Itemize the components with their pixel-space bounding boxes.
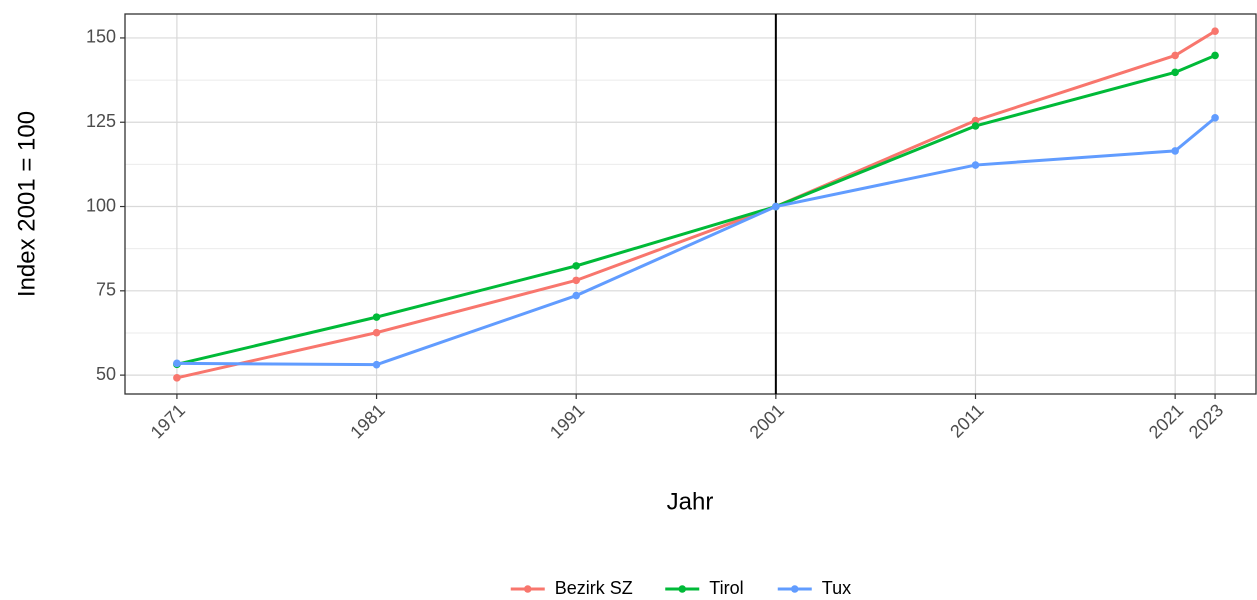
series-line [176,29,1216,380]
data-point [572,276,581,285]
legend-label: Bezirk SZ [555,578,633,598]
x-axis-title: Jahr [667,488,714,515]
data-point [1171,68,1179,77]
panel-border [124,13,1257,395]
data-point [572,291,581,300]
data-point [173,359,181,368]
y-tick-label: 50 [96,364,116,384]
legend-label: Tux [822,578,851,598]
series-line [176,54,1216,366]
x-tick-label: 2023 [1185,400,1227,442]
x-tick-label: 2021 [1145,400,1187,442]
x-tick-label: 2001 [746,400,788,442]
data-point [372,360,381,369]
y-tick-label: 125 [86,111,116,131]
data-point [971,122,980,130]
data-point [1211,114,1219,122]
data-point [1171,51,1179,60]
y-axis-title: Index 2001 = 100 [13,111,40,297]
y-tick-label: 150 [86,27,116,47]
data-point [372,313,381,321]
data-point [572,262,581,270]
x-tick-label: 2011 [946,400,988,442]
data-point [772,202,780,211]
legend-key-point [678,585,687,593]
y-tick-label: 75 [96,280,116,300]
data-point [1171,147,1179,155]
x-tick-label: 1981 [346,400,388,442]
legend-key-point [523,585,532,593]
legend-key-point [790,585,799,593]
x-tick-label: 1971 [147,400,189,442]
data-point [173,374,181,382]
data-point [971,161,980,169]
data-point [1211,51,1219,60]
data-point [1211,27,1219,35]
legend-label: Tirol [709,578,743,598]
data-point [372,328,381,337]
data-point [971,116,980,125]
y-tick-label: 100 [86,195,116,215]
x-tick-label: 1991 [546,400,588,442]
